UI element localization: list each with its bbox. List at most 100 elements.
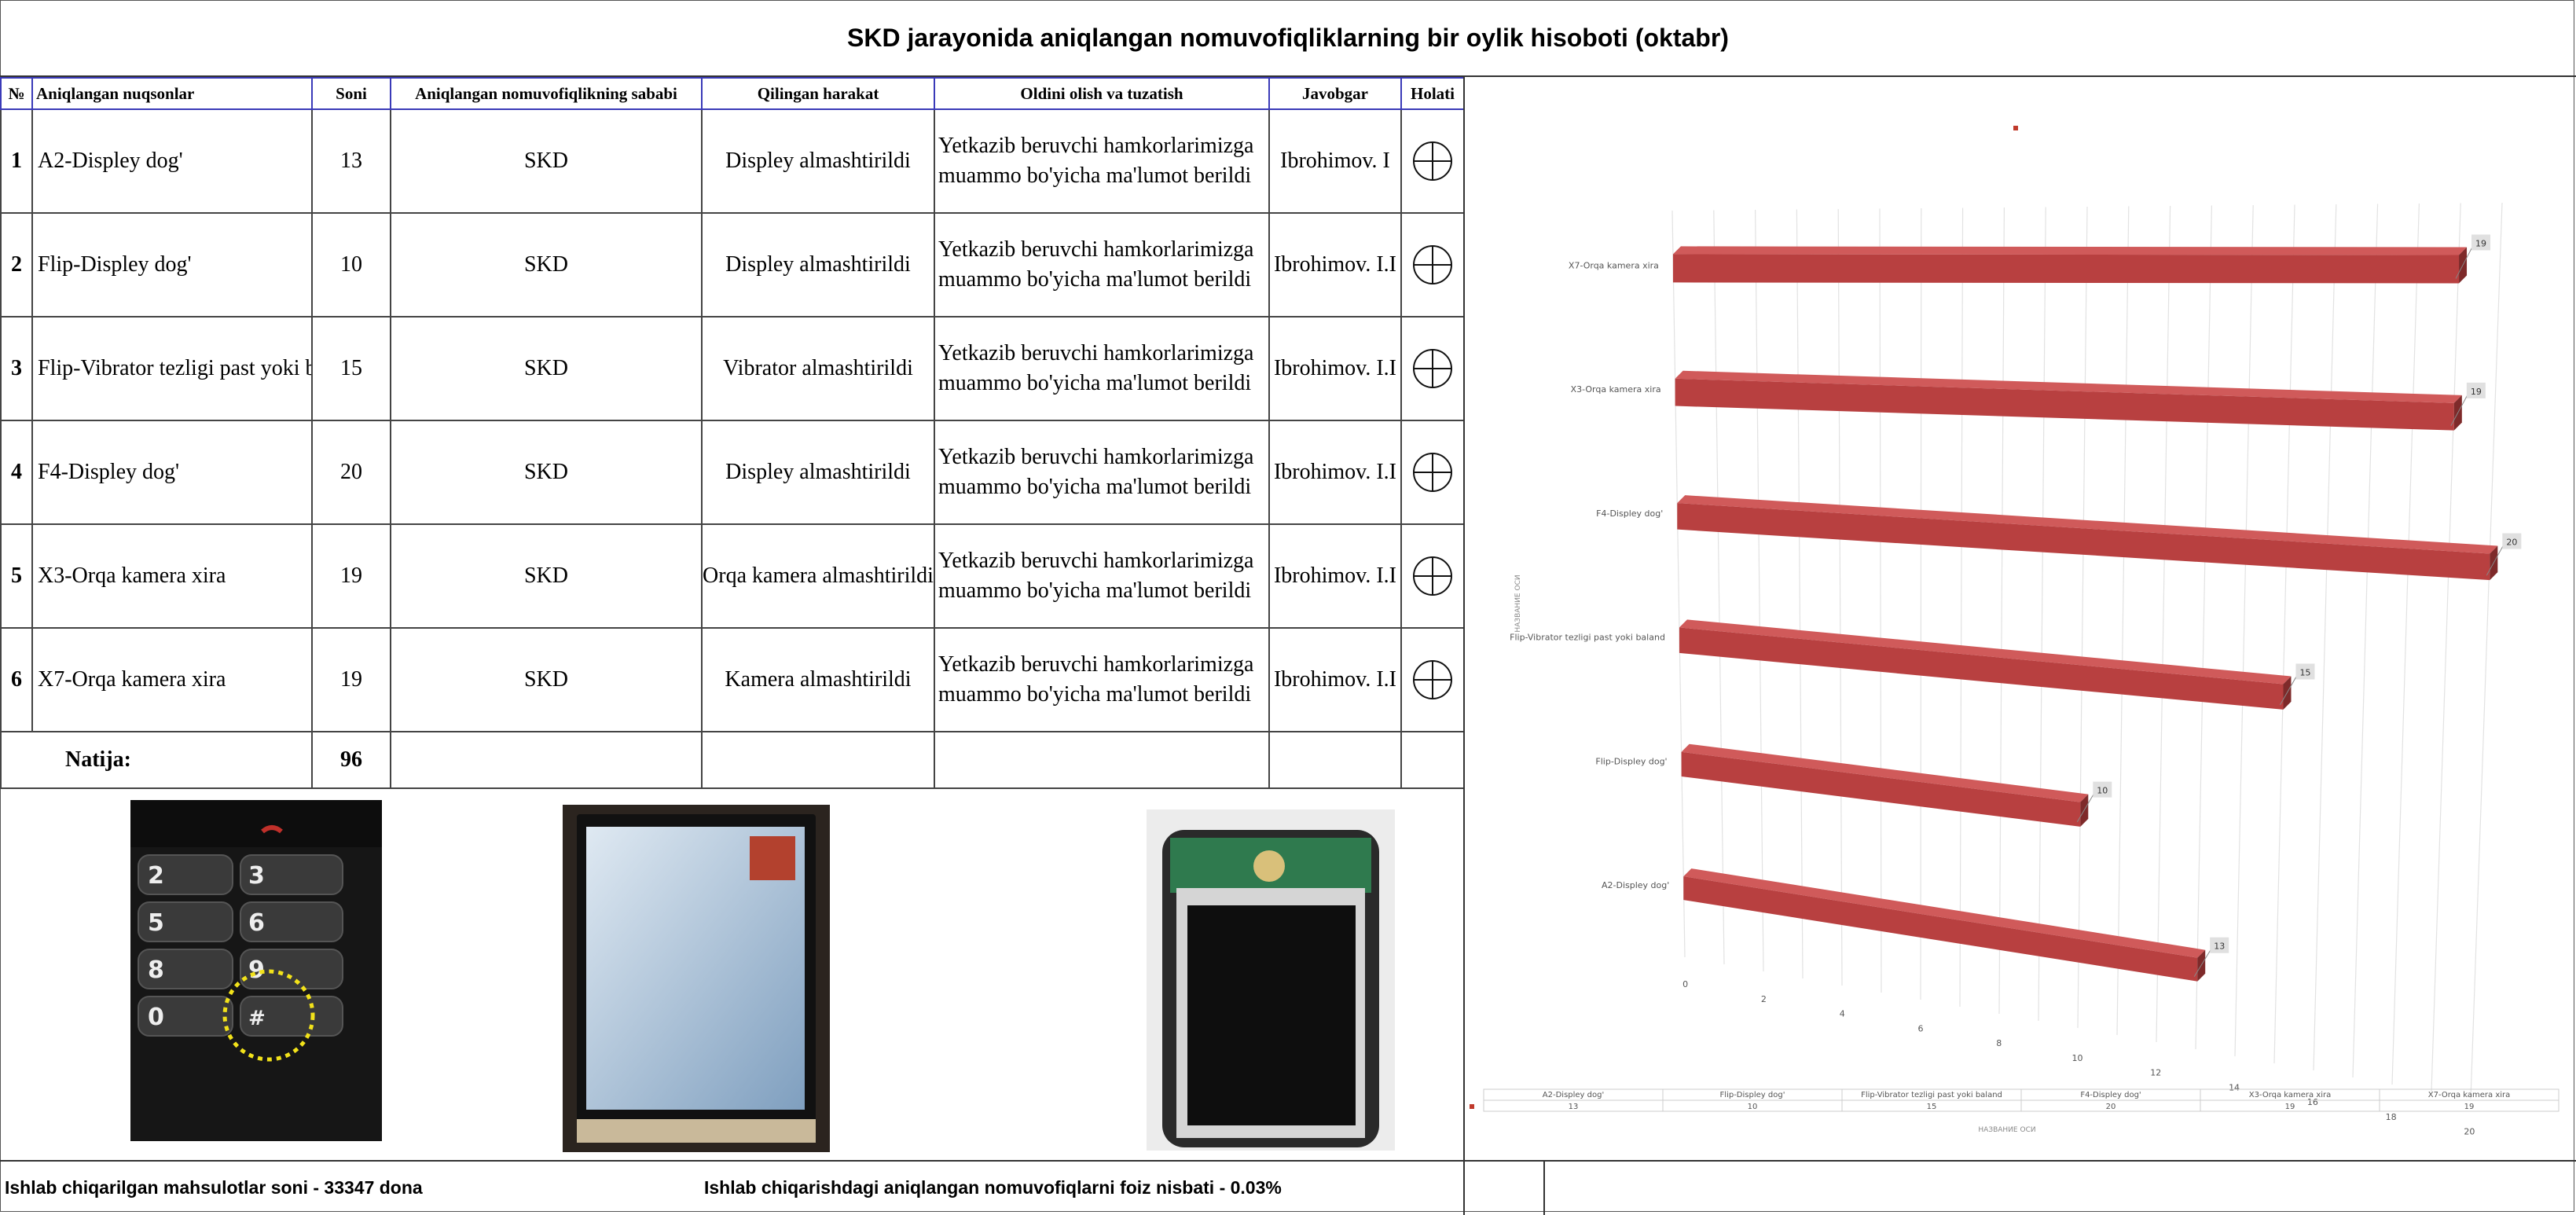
status-cell: [1400, 212, 1465, 318]
responsible-person: Ibrohimov. I: [1268, 108, 1402, 214]
grid-line: [2234, 204, 2254, 1057]
prevention-text: Yetkazib beruvchi hamkorlarimizga muammo…: [934, 420, 1270, 525]
data-label: 19: [2471, 387, 2482, 397]
bar-front: [1672, 254, 2460, 284]
total-value: 96: [311, 731, 391, 789]
chart-area: X7-Orqa kamera xira 19 X3-Orqa kamera xira…: [1463, 77, 2574, 1162]
grid-line: [1755, 209, 1764, 972]
data-table-value: 15: [1927, 1103, 1937, 1111]
produced-count: Ishlab chiqarilgan mahsulotlar soni - 33…: [5, 1177, 423, 1198]
bar-top: [1672, 246, 2468, 255]
status-cell: [1400, 108, 1465, 214]
total-row: Natija: 96: [0, 731, 1465, 789]
svg-text:#: #: [248, 1007, 266, 1030]
col-header-prevention: Oldini olish va tuzatish: [934, 77, 1270, 110]
display-defect-photo: [563, 805, 830, 1152]
x-tick-label: 10: [2072, 1053, 2083, 1063]
x-tick-label: 2: [1761, 994, 1767, 1004]
data-table-value: 13: [1569, 1103, 1579, 1111]
responsible-person: Ibrohimov. I.I: [1268, 212, 1402, 318]
prevention-text: Yetkazib beruvchi hamkorlarimizga muammo…: [934, 108, 1270, 214]
data-table-value: 10: [1748, 1103, 1758, 1111]
crosshair-status-icon: [1413, 141, 1452, 181]
row-number: 3: [0, 316, 33, 421]
svg-text:9: 9: [248, 956, 265, 984]
prevention-text: Yetkazib beruvchi hamkorlarimizga muammo…: [934, 523, 1270, 629]
svg-text:8: 8: [148, 956, 164, 984]
responsible-person: Ibrohimov. I.I: [1268, 420, 1402, 525]
action-taken: Displey almashtirildi: [701, 420, 935, 525]
data-table-header: X3-Orqa kamera xira: [2249, 1091, 2332, 1099]
report-table: № Aniqlangan nuqsonlar Soni Aniqlangan n…: [0, 77, 1465, 789]
data-label-box: [2093, 781, 2112, 798]
crosshair-status-icon: [1413, 660, 1452, 699]
status-cell: [1400, 627, 1465, 732]
data-label: 20: [2506, 538, 2517, 548]
data-label-box: [2471, 234, 2491, 251]
bar: Flip-Vibrator tezligi past yoki baland 15: [1510, 619, 2315, 710]
col-header-number: №: [0, 77, 33, 110]
grid-line: [2352, 204, 2379, 1078]
responsible-person: Ibrohimov. I.I: [1268, 523, 1402, 629]
data-label-box: [2210, 937, 2229, 953]
svg-text:2: 2: [148, 862, 164, 890]
action-taken: Vibrator almashtirildi: [701, 316, 935, 421]
category-label: A2-Displey dog': [1602, 880, 1669, 890]
x-tick-label: 14: [2229, 1082, 2240, 1092]
bar-front: [1683, 876, 2198, 982]
data-label-box: [2466, 382, 2486, 398]
defect-reason: SKD: [390, 108, 703, 214]
category-label: X7-Orqa kamera xira: [1569, 260, 1659, 270]
action-taken: Kamera almashtirildi: [701, 627, 935, 732]
row-number: 1: [0, 108, 33, 214]
defect-count: 10: [311, 212, 391, 318]
col-header-status: Holati: [1400, 77, 1465, 110]
grid-line: [1713, 210, 1725, 965]
table-header-row: № Aniqlangan nuqsonlar Soni Aniqlangan n…: [0, 77, 1465, 110]
responsible-person: Ibrohimov. I.I: [1268, 627, 1402, 732]
x-tick-label: 20: [2464, 1127, 2475, 1137]
prevention-text: Yetkazib beruvchi hamkorlarimizga muammo…: [934, 212, 1270, 318]
grid-line: [1837, 208, 1843, 986]
col-header-count: Soni: [311, 77, 391, 110]
row-number: 4: [0, 420, 33, 525]
svg-text:0: 0: [148, 1004, 164, 1031]
category-label: F4-Displey dog': [1596, 508, 1663, 519]
col-header-reason: Aniqlangan nomuvofiqlikning sababi: [390, 77, 703, 110]
grid-line: [2431, 203, 2461, 1092]
data-table-header: A2-Displey dog': [1543, 1091, 1604, 1099]
bar: Flip-Displey dog' 10: [1595, 743, 2112, 827]
table-row: 1 A2-Displey dog' 13 SKD Displey almashtiri…: [0, 108, 1465, 214]
defect-count: 20: [311, 420, 391, 525]
defect-reason: SKD: [390, 420, 703, 525]
crosshair-status-icon: [1413, 556, 1452, 596]
row-number: 2: [0, 212, 33, 318]
grid-line: [1998, 207, 2005, 1015]
svg-text:5: 5: [148, 909, 164, 937]
status-cell: [1400, 420, 1465, 525]
x-tick-label: 8: [1996, 1038, 2002, 1048]
action-taken: Displey almashtirildi: [701, 108, 935, 214]
x-tick-label: 12: [2150, 1068, 2161, 1078]
defect-count: 19: [311, 523, 391, 629]
x-tick-label: 18: [2386, 1112, 2397, 1122]
svg-text:3: 3: [248, 862, 265, 890]
keypad-defect-photo: 2 3 5 6 8 9 0 #: [130, 800, 382, 1141]
grid-line: [2273, 204, 2295, 1064]
grid-line: [2313, 204, 2337, 1071]
col-header-action: Qilingan harakat: [701, 77, 935, 110]
grid-line: [1959, 207, 1964, 1008]
responsible-person: Ibrohimov. I.I: [1268, 316, 1402, 421]
bar-top: [1675, 370, 2462, 403]
defect-percentage: Ishlab chiqarishdagi aniqlangan nomuvofi…: [704, 1177, 1282, 1198]
defect-name: F4-Displey dog': [31, 420, 313, 525]
defect-reason: SKD: [390, 212, 703, 318]
bar: X3-Orqa kamera xira 19: [1571, 370, 2486, 431]
bar: A2-Displey dog' 13: [1602, 868, 2229, 982]
defect-name: A2-Displey dog': [31, 108, 313, 214]
defect-reason: SKD: [390, 523, 703, 629]
total-label: Natija:: [32, 731, 313, 789]
x-tick-label: 0: [1682, 979, 1688, 989]
status-cell: [1400, 523, 1465, 629]
